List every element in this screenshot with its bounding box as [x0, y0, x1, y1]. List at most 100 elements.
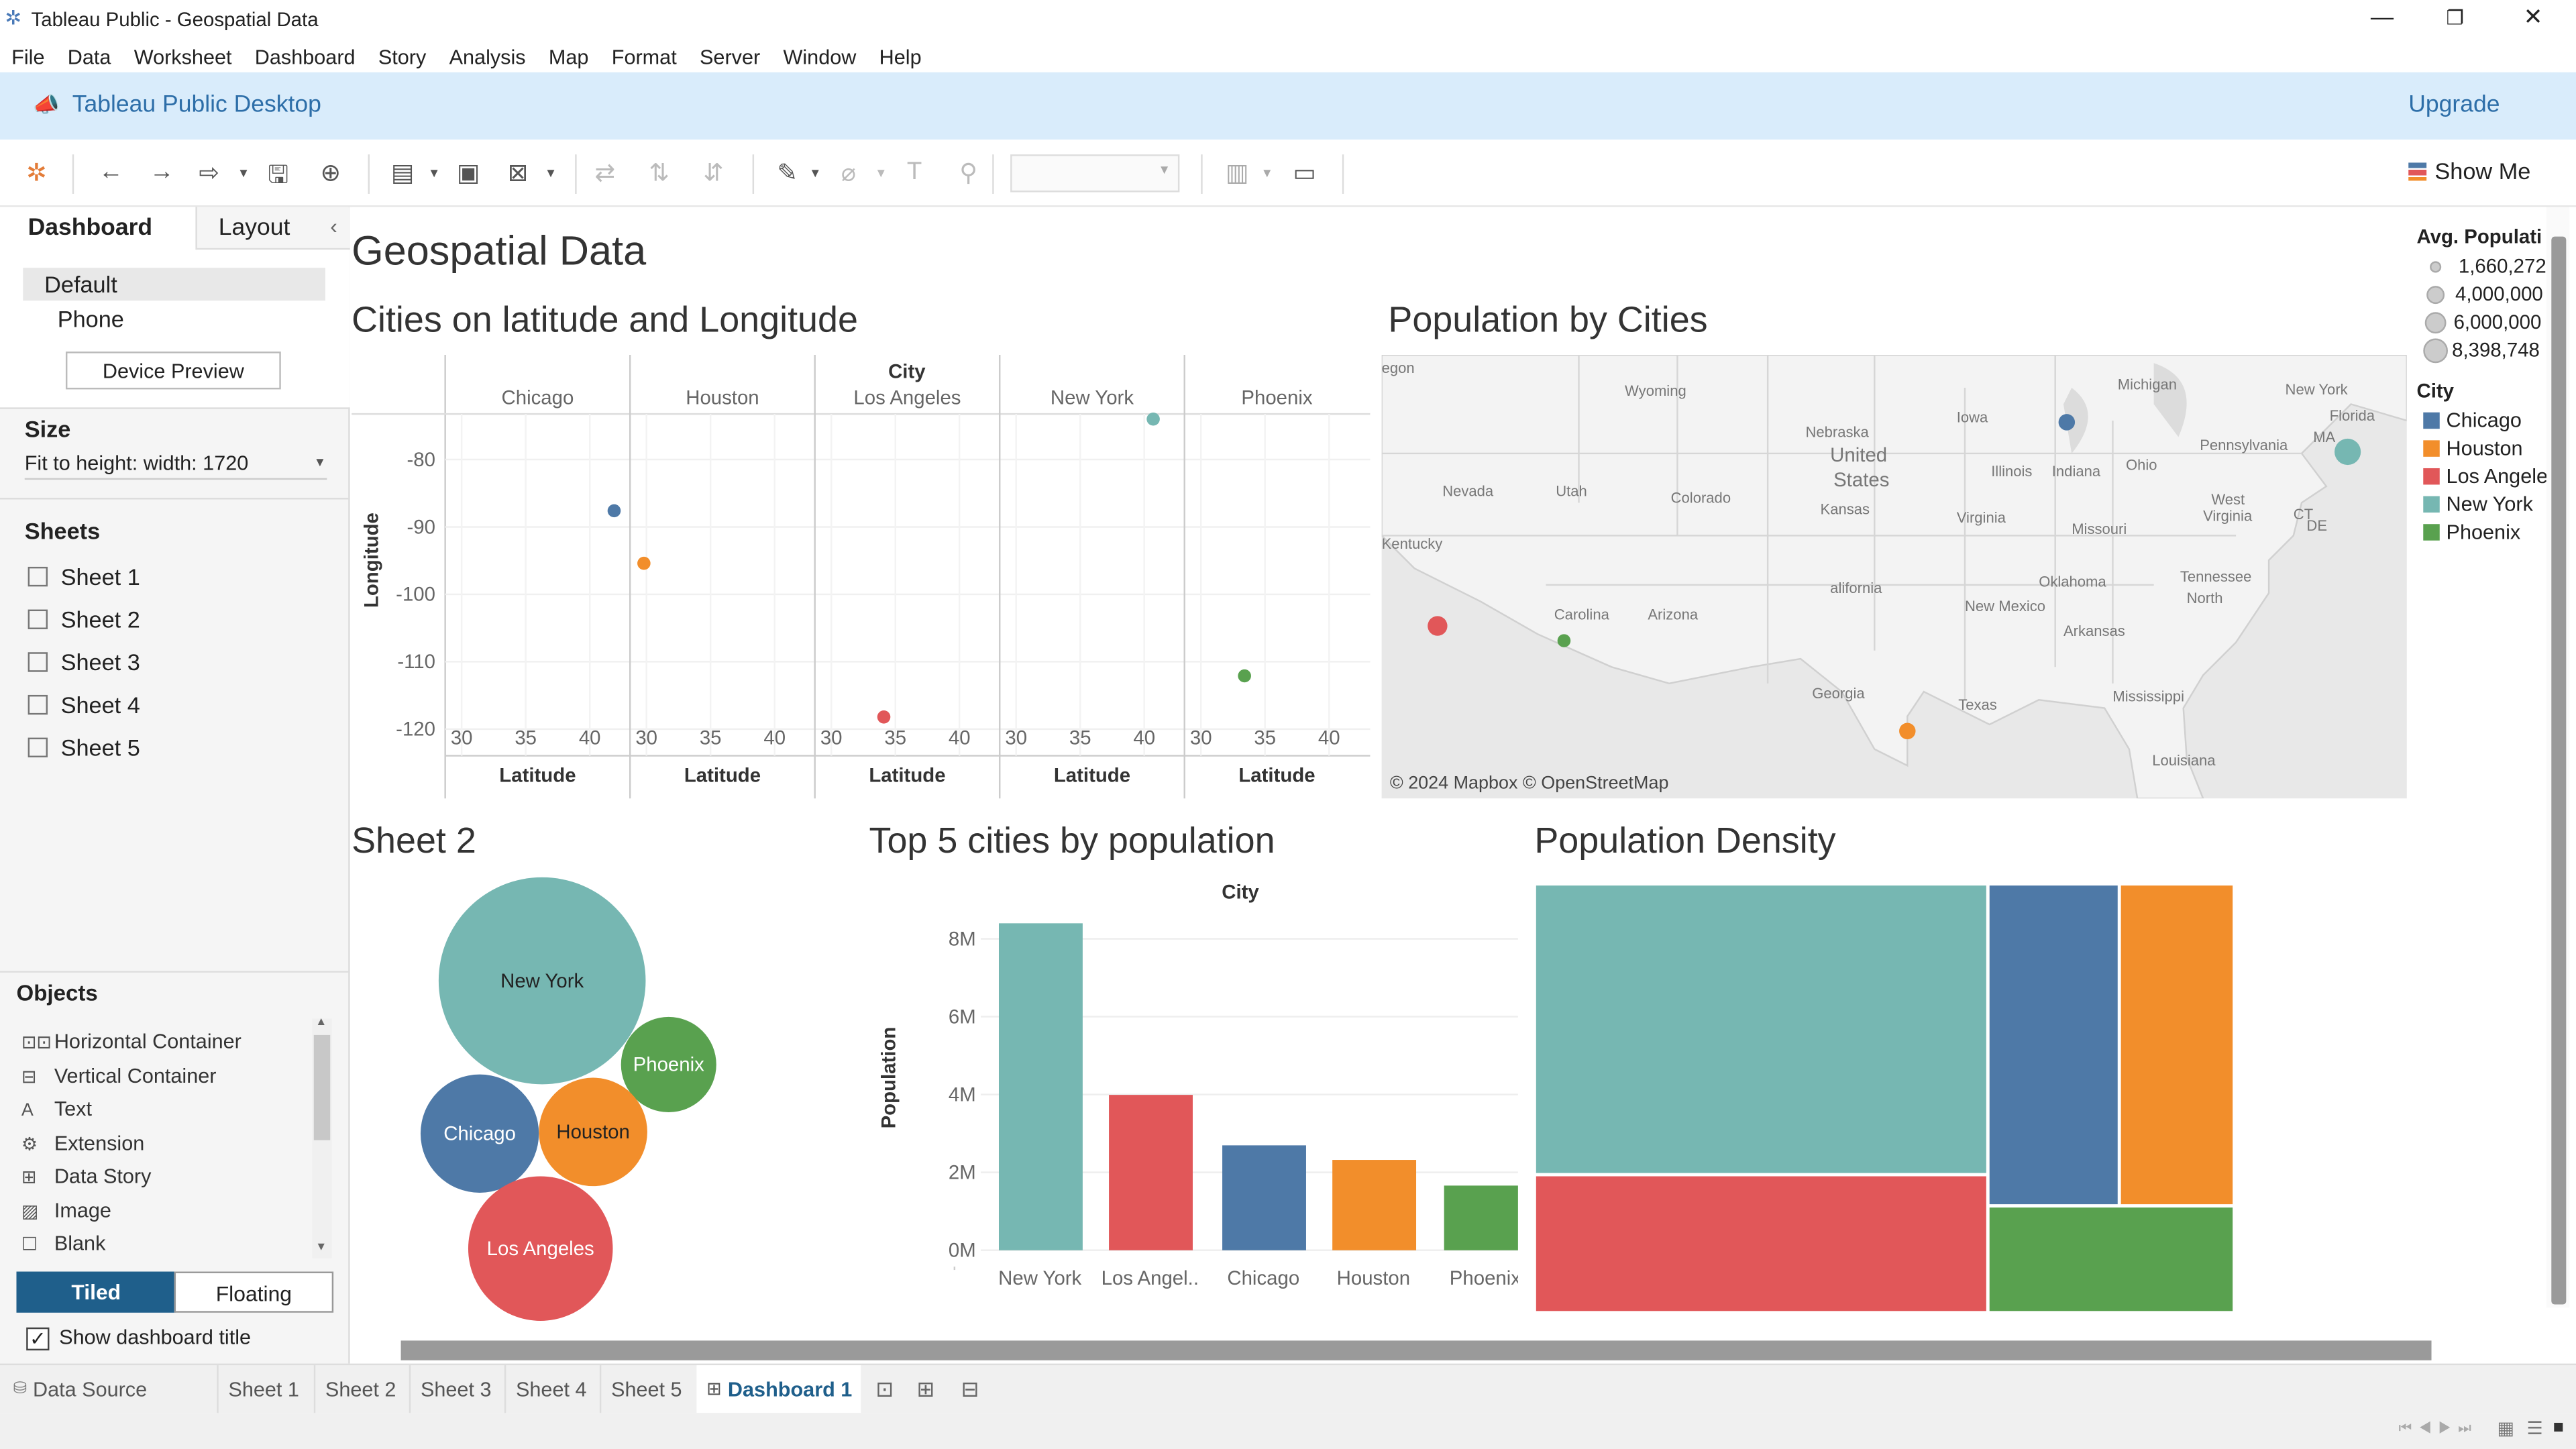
labels-icon[interactable]: T [906, 158, 922, 186]
sheet-list-item[interactable]: Sheet 2 [28, 606, 140, 633]
tab-sheet[interactable]: Sheet 5 [599, 1365, 695, 1415]
bubble[interactable] [438, 877, 646, 1085]
tab-sheet[interactable]: Sheet 3 [409, 1365, 504, 1415]
tab-sheet[interactable]: Sheet 2 [313, 1365, 409, 1415]
navigation-arrows-icon[interactable]: ⏮◀▶⏭ [2398, 1419, 2478, 1436]
map-marker[interactable] [2334, 438, 2361, 466]
replay-icon[interactable]: ⇨ [199, 159, 220, 188]
menu-help[interactable]: Help [879, 46, 922, 69]
device-preview-button[interactable]: Device Preview [65, 352, 281, 390]
size-dropdown[interactable]: Fit to height: width: 1720 ▾ [24, 450, 327, 480]
scatter-point[interactable] [637, 556, 651, 570]
menu-format[interactable]: Format [611, 46, 677, 69]
list-view-icon[interactable]: ☰ [2526, 1419, 2543, 1440]
scatter-point[interactable] [1146, 412, 1160, 426]
swap-icon[interactable]: ⇄ [594, 159, 616, 188]
tab-dashboard[interactable]: Dashboard [0, 207, 196, 250]
new-worksheet-tab-icon[interactable]: ⊡ [875, 1377, 894, 1401]
bar[interactable] [1109, 1095, 1193, 1250]
menu-data[interactable]: Data [67, 46, 111, 69]
fit-dropdown[interactable]: ▾ [1010, 154, 1180, 193]
treemap-tile[interactable] [1988, 1205, 2235, 1313]
bar[interactable] [1222, 1145, 1306, 1250]
object-item[interactable]: A Text [21, 1097, 92, 1120]
sort-ascending-icon[interactable]: ⇅ [649, 159, 670, 188]
new-worksheet-icon[interactable]: ▤ [390, 159, 415, 188]
clear-sheet-icon[interactable]: ⊠ [507, 159, 529, 188]
vertical-scrollbar[interactable] [2546, 207, 2570, 1308]
objects-scrollbar[interactable]: ▲ ▼ [312, 1017, 332, 1258]
map-view[interactable]: egon Wyoming Nebraska United States Iowa Michi… [1381, 354, 2407, 799]
color-legend-item[interactable]: Phoenix [2423, 521, 2520, 544]
tab-dashboard-1[interactable]: ⊞ Dashboard 1 [696, 1365, 861, 1415]
bubble[interactable] [621, 1016, 716, 1112]
bar[interactable] [1444, 1185, 1518, 1250]
treemap-tile[interactable] [2119, 883, 2235, 1206]
object-item[interactable]: ⊞ Data Story [21, 1165, 152, 1187]
chevron-down-icon[interactable]: ▾ [547, 164, 555, 181]
minimize-icon[interactable]: — [2370, 3, 2394, 30]
upgrade-link[interactable]: Upgrade [2408, 92, 2500, 119]
map-marker[interactable] [1899, 722, 1916, 740]
bubble[interactable] [420, 1074, 539, 1193]
object-item[interactable]: ⚙ Extension [21, 1131, 144, 1154]
bar[interactable] [998, 923, 1083, 1250]
tab-data-source[interactable]: Data Source [32, 1378, 148, 1401]
treemap-tile[interactable] [1988, 883, 2120, 1206]
chevron-down-icon[interactable]: ▾ [877, 164, 885, 181]
menu-story[interactable]: Story [378, 46, 427, 69]
tab-layout[interactable]: Layout ‹ [195, 207, 350, 250]
menu-window[interactable]: Window [783, 46, 857, 69]
sheet-list-item[interactable]: Sheet 5 [28, 735, 140, 761]
collapse-icon[interactable]: ‹ [330, 213, 337, 239]
object-item[interactable]: ▨ Image [21, 1199, 111, 1222]
redo-icon[interactable]: → [149, 158, 174, 186]
device-phone[interactable]: Phone [57, 305, 124, 332]
pin-icon[interactable]: ⚲ [959, 159, 978, 188]
grid-view-icon[interactable]: ▦ [2497, 1419, 2514, 1440]
floating-button[interactable]: Floating [174, 1271, 334, 1313]
menu-worksheet[interactable]: Worksheet [133, 46, 232, 69]
sheet-list-item[interactable]: Sheet 1 [28, 564, 140, 590]
presentation-icon[interactable]: ▭ [1293, 159, 1317, 188]
menu-map[interactable]: Map [548, 46, 589, 69]
show-cards-icon[interactable]: ▥ [1225, 159, 1249, 188]
sheet-list-item[interactable]: Sheet 4 [28, 692, 140, 718]
scatter-point[interactable] [877, 710, 891, 724]
bubble[interactable] [468, 1176, 613, 1321]
map-marker[interactable] [1428, 616, 1448, 636]
chevron-down-icon[interactable]: ▾ [811, 164, 819, 181]
map-marker[interactable] [1557, 634, 1571, 647]
save-icon[interactable]: 🖫 [268, 161, 289, 189]
sheet-list-item[interactable]: Sheet 3 [28, 649, 140, 676]
color-legend-item[interactable]: Chicago [2423, 409, 2522, 432]
tab-sheet[interactable]: Sheet 4 [504, 1365, 600, 1415]
restore-icon[interactable]: ❐ [2446, 6, 2464, 30]
menu-server[interactable]: Server [700, 46, 761, 69]
tiled-button[interactable]: Tiled [16, 1271, 176, 1313]
menu-analysis[interactable]: Analysis [449, 46, 526, 69]
menu-file[interactable]: File [11, 46, 45, 69]
sort-descending-icon[interactable]: ⇵ [703, 159, 724, 188]
duplicate-sheet-icon[interactable]: ▣ [456, 159, 480, 188]
chevron-down-icon[interactable]: ▾ [1263, 164, 1271, 181]
map-marker[interactable] [2058, 414, 2076, 431]
scatter-point[interactable] [607, 504, 621, 518]
new-story-tab-icon[interactable]: ⊟ [961, 1377, 979, 1401]
group-icon[interactable]: ⌀ [841, 159, 857, 188]
scatter-point[interactable] [1238, 669, 1251, 683]
horizontal-scrollbar[interactable] [400, 1340, 2432, 1360]
treemap-tile[interactable] [1534, 883, 1988, 1175]
color-legend-item[interactable]: Houston [2423, 437, 2523, 460]
object-item[interactable]: ⊡⊡ Horizontal Container [21, 1030, 241, 1053]
new-data-source-icon[interactable]: ⊕ [320, 159, 341, 188]
menu-dashboard[interactable]: Dashboard [254, 46, 356, 69]
color-legend-item[interactable]: Los Angele [2423, 465, 2548, 488]
device-default[interactable]: Default [23, 268, 325, 301]
close-icon[interactable]: ✕ [2523, 3, 2543, 30]
treemap-tile[interactable] [1534, 1175, 1988, 1313]
undo-icon[interactable]: ← [98, 158, 123, 186]
filmstrip-view-icon[interactable]: ■ [2553, 1417, 2565, 1438]
object-item[interactable]: ☐ Blank [21, 1232, 106, 1255]
chevron-down-icon[interactable]: ▾ [430, 164, 438, 181]
